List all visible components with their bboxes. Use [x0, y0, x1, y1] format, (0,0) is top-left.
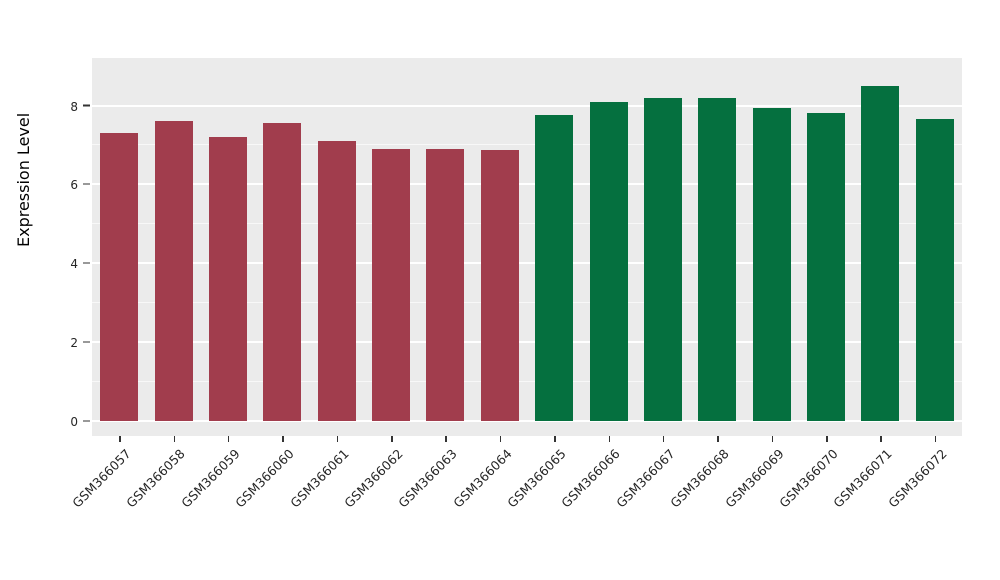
- x-tick-mark: [173, 436, 176, 442]
- x-tick-mark: [391, 436, 393, 442]
- x-tick-mark: [554, 436, 556, 442]
- gridline-minor: [92, 143, 962, 145]
- bar-GSM366067: [643, 97, 682, 421]
- gridline-minor: [92, 222, 962, 224]
- bar-GSM366059: [208, 137, 247, 421]
- x-tick-mark: [336, 436, 339, 442]
- bar-GSM366057: [100, 133, 139, 421]
- plot-panel: [92, 58, 962, 436]
- bars-container: [92, 58, 962, 436]
- bar-GSM366063: [426, 148, 465, 421]
- y-tick-mark: [83, 420, 90, 422]
- x-tick-mark: [934, 436, 937, 442]
- x-tick-mark: [499, 436, 502, 442]
- bar-GSM366069: [752, 107, 791, 421]
- bar-GSM366068: [698, 97, 737, 421]
- x-tick-mark: [880, 436, 882, 442]
- gridline-minor: [92, 301, 962, 303]
- x-tick-mark: [771, 436, 774, 442]
- bar-GSM366071: [861, 85, 900, 421]
- gridline-major: [92, 183, 962, 186]
- y-tick-mark: [83, 183, 90, 185]
- gridline-minor: [92, 380, 962, 382]
- gridline-major: [92, 341, 962, 344]
- y-tick-label: 4: [70, 257, 78, 272]
- y-axis-title: Expression Level: [14, 112, 33, 247]
- gridline-major: [92, 104, 962, 107]
- x-tick-mark: [717, 436, 719, 442]
- y-tick-label: 8: [70, 99, 78, 114]
- x-tick-mark: [445, 436, 447, 442]
- x-tick-mark: [282, 436, 284, 442]
- bar-GSM366060: [263, 123, 302, 421]
- y-tick-label: 0: [70, 415, 78, 429]
- y-axis: 0 2 4 6 8: [0, 58, 92, 436]
- x-axis: GSM366057 GSM366058 GSM366059 GSM366060 GSM3…: [69, 436, 962, 576]
- y-tick-label: 6: [70, 178, 78, 193]
- y-tick-mark: [83, 104, 90, 107]
- x-tick-mark: [608, 436, 611, 442]
- bar-GSM366066: [589, 101, 628, 421]
- x-tick-mark: [119, 436, 121, 442]
- y-tick-mark: [83, 262, 90, 264]
- bar-GSM366064: [480, 150, 519, 421]
- bar-GSM366072: [915, 119, 954, 421]
- bar-GSM366058: [154, 121, 193, 421]
- x-tick-mark: [826, 436, 828, 442]
- bar-GSM366062: [372, 148, 411, 421]
- bar-GSM366070: [807, 112, 846, 421]
- y-tick-mark: [83, 341, 90, 343]
- x-tick-mark: [227, 436, 230, 442]
- gridline-major: [92, 420, 962, 422]
- bar-GSM366065: [535, 115, 574, 421]
- bar-GSM366061: [317, 141, 356, 421]
- y-tick-label: 2: [70, 336, 78, 351]
- x-tick-mark: [662, 436, 665, 442]
- gridline-major: [92, 262, 962, 265]
